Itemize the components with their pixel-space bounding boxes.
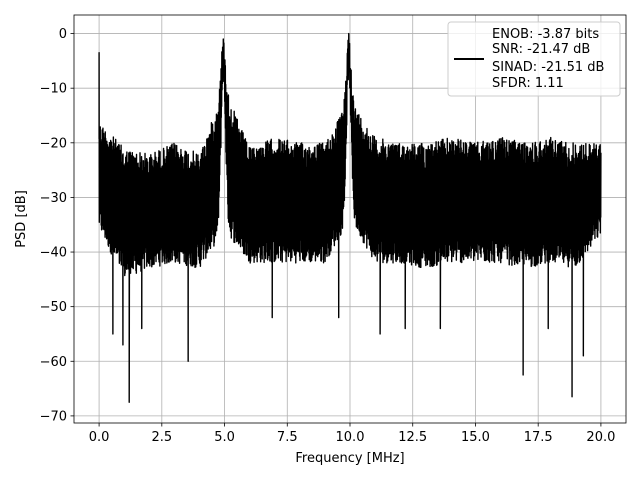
legend-entry-sfdr: SFDR: 1.11 (492, 76, 564, 91)
x-tick-label: 20.0 (586, 430, 615, 445)
y-tick-label: 0 (59, 27, 67, 42)
y-tick-label: −10 (40, 82, 67, 97)
y-axis-label: PSD [dB] (14, 190, 29, 248)
y-tick-label: −50 (40, 300, 67, 315)
y-tick-label: −60 (40, 355, 67, 370)
x-tick-label: 15.0 (461, 430, 490, 445)
legend: ENOB: -3.87 bits SNR: -21.47 dB SINAD: -… (447, 21, 621, 97)
x-axis-label: Frequency [MHz] (295, 451, 404, 466)
y-tick-label: −20 (40, 136, 67, 151)
x-tick-label: 12.5 (398, 430, 427, 445)
psd-series-line (98, 32, 602, 403)
x-tick-label: 10.0 (336, 430, 365, 445)
legend-box (447, 21, 621, 97)
x-tick-label: 7.5 (277, 430, 298, 445)
x-tick-label: 5.0 (214, 430, 235, 445)
legend-entry-snr: SNR: -21.47 dB (492, 42, 590, 57)
legend-entry-enob: ENOB: -3.87 bits (492, 27, 599, 42)
y-tick-label: −30 (40, 191, 67, 206)
x-tick-label: 0.0 (89, 430, 110, 445)
y-axis-ticks: 0 −10 −20 −30 −40 −50 −60 −70 (40, 27, 74, 424)
x-tick-label: 2.5 (151, 430, 172, 445)
x-axis-ticks: 0.0 2.5 5.0 7.5 10.0 12.5 15.0 17.5 20.0 (89, 423, 615, 445)
y-tick-label: −40 (40, 246, 67, 261)
legend-entry-sinad: SINAD: -21.51 dB (492, 60, 604, 75)
x-tick-label: 17.5 (524, 430, 553, 445)
plot-area (98, 32, 602, 403)
y-tick-label: −70 (40, 409, 67, 424)
